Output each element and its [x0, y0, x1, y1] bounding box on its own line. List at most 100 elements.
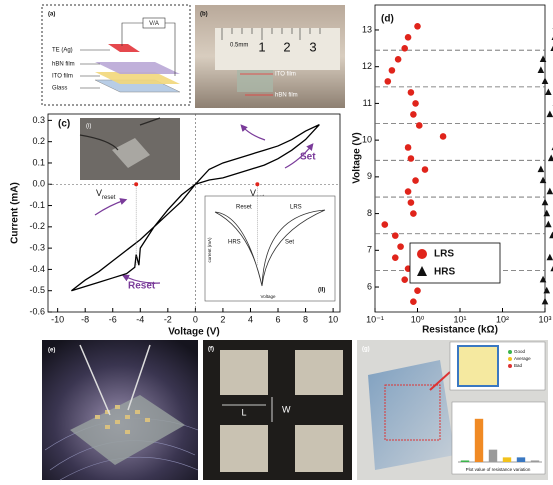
point	[545, 88, 552, 96]
panel-label: (e)	[48, 348, 55, 354]
point	[404, 144, 412, 151]
point	[421, 166, 429, 173]
x-tick-label: 8	[303, 314, 308, 324]
y-tick-label: 13	[362, 24, 372, 34]
legend-box	[409, 242, 501, 284]
point	[407, 199, 415, 206]
point	[401, 45, 409, 52]
panel-label: (g)	[362, 347, 370, 353]
annotation: Vreset	[96, 188, 116, 200]
y-tick-label: 10	[362, 135, 372, 145]
point	[401, 276, 409, 283]
point	[384, 78, 392, 85]
x-tick-label: -6	[109, 314, 117, 324]
layer: Glass	[52, 86, 67, 92]
point	[549, 231, 553, 239]
point	[541, 297, 549, 305]
bar	[516, 457, 526, 462]
bar	[502, 457, 512, 462]
point	[439, 133, 447, 140]
panel-label: (f)	[208, 347, 214, 353]
annotation-main: V	[250, 188, 256, 198]
panel-label: (a)	[48, 12, 55, 18]
point	[415, 122, 423, 129]
layer: ITO film	[52, 74, 73, 80]
legend-text: LRS	[434, 249, 454, 260]
marker	[134, 182, 139, 187]
inset-text: LRS	[290, 205, 302, 211]
x-tick-label: -10	[51, 314, 64, 324]
point	[545, 220, 552, 228]
y-tick-label: -0.4	[29, 264, 45, 274]
layer: TE (Ag)	[52, 48, 73, 54]
point	[414, 22, 421, 30]
film-label: ITO film	[275, 72, 296, 78]
bar	[530, 460, 540, 462]
ruler-number: 1	[258, 39, 265, 54]
x-tick-label: 10²	[496, 314, 509, 324]
panel-label: (c)	[58, 119, 70, 130]
y-tick-label: 0.0	[32, 179, 45, 189]
x-tick-label: -8	[81, 314, 89, 324]
y-tick-label: 0.2	[32, 136, 45, 146]
point	[550, 45, 553, 51]
point	[391, 232, 399, 239]
inset-label: (II)	[318, 288, 325, 294]
inset-text: Reset	[236, 205, 252, 211]
x-tick-label: 10³	[538, 314, 551, 324]
y-tick-label: 12	[362, 61, 372, 71]
bar	[460, 460, 470, 462]
point	[407, 155, 415, 162]
point	[539, 275, 547, 283]
bar	[488, 449, 498, 462]
inset-axis-label: current (mA)	[207, 237, 212, 263]
x-tick-label: -4	[136, 314, 144, 324]
scale: 0.5mm	[230, 43, 248, 49]
annotation-sub: reset	[102, 195, 116, 201]
legend-text: Good	[514, 349, 526, 354]
marker	[255, 182, 260, 187]
inset-text: Set	[285, 240, 294, 246]
y-tick-label: 6	[367, 281, 372, 291]
point	[541, 198, 549, 206]
annotation: Reset	[128, 281, 156, 292]
point	[388, 67, 396, 74]
point	[407, 89, 415, 96]
y-tick-label: -0.2	[29, 221, 45, 231]
y-tick-label: 8	[367, 208, 372, 218]
point	[410, 298, 417, 306]
panel-c: (c) Current (mA) Voltage (V) (i) Set Res…	[10, 113, 341, 338]
point	[404, 188, 412, 195]
y-tick-label: 7	[367, 245, 372, 255]
point	[550, 266, 553, 272]
panel-b: 0.5mm 1 2 3 ITO film hBN film (b)	[195, 5, 345, 108]
inset-text: HRS	[228, 240, 241, 246]
point	[543, 286, 551, 294]
point	[410, 111, 417, 118]
legend-marker	[417, 266, 427, 276]
x-tick-label: 6	[276, 314, 281, 324]
x-tick-label: 10⁻¹	[366, 314, 384, 324]
ruler-number: 3	[309, 39, 316, 54]
y-tick-label: 0.1	[32, 157, 45, 167]
x-axis-label: Resistance (kΩ)	[422, 325, 498, 336]
meter: V/A	[149, 21, 159, 27]
point	[404, 34, 412, 41]
point	[543, 209, 551, 217]
annotation: Set	[300, 152, 316, 163]
point	[546, 110, 553, 118]
point	[541, 77, 549, 85]
point	[546, 187, 553, 195]
y-axis-label: Current (mA)	[10, 182, 21, 244]
iv-curve	[71, 124, 320, 292]
point	[547, 154, 553, 162]
legend-text: Bad	[514, 363, 523, 368]
inset-label: (i)	[86, 124, 91, 130]
panel-label: (d)	[381, 14, 394, 25]
point	[412, 100, 419, 107]
annotation-main: V	[96, 188, 102, 198]
x-tick-label: 4	[248, 314, 253, 324]
y-tick-label: -0.6	[29, 306, 45, 316]
panel-e: (e)	[42, 340, 199, 481]
point	[410, 210, 417, 217]
